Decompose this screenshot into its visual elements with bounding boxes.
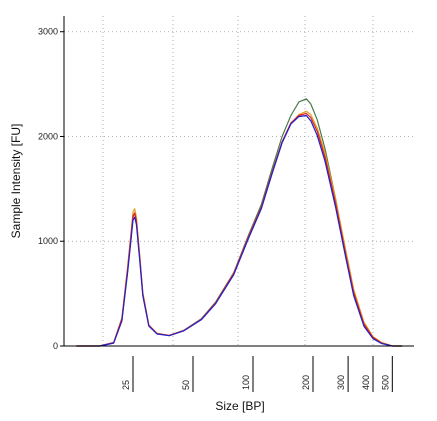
y-tick-label: 1000 (38, 236, 58, 246)
series-line-2 (76, 110, 403, 347)
series-line-1 (76, 98, 403, 347)
series-line-4 (76, 114, 403, 347)
x-axis-title: Size [BP] (215, 399, 264, 413)
series-line-3 (76, 112, 403, 347)
y-tick-label: 0 (53, 341, 58, 351)
series-layer (76, 98, 403, 347)
x-tick-label: 300 (336, 375, 346, 390)
x-tick-label: 400 (361, 375, 371, 390)
y-tick-label: 2000 (38, 131, 58, 141)
x-tick-label: 100 (241, 375, 251, 390)
grid (64, 16, 414, 346)
x-ticks: 25 50 100 200 300 400 500 (121, 356, 393, 392)
y-axis-title: Sample Intensity [FU] (9, 124, 23, 239)
y-tick-label: 3000 (38, 27, 58, 37)
x-tick-label: 500 (380, 375, 390, 390)
x-tick-label: 25 (121, 380, 131, 390)
x-tick-label: 50 (181, 380, 191, 390)
y-ticks: 0 1000 2000 3000 (38, 27, 64, 351)
x-tick-label: 200 (301, 375, 311, 390)
axes (63, 16, 414, 347)
